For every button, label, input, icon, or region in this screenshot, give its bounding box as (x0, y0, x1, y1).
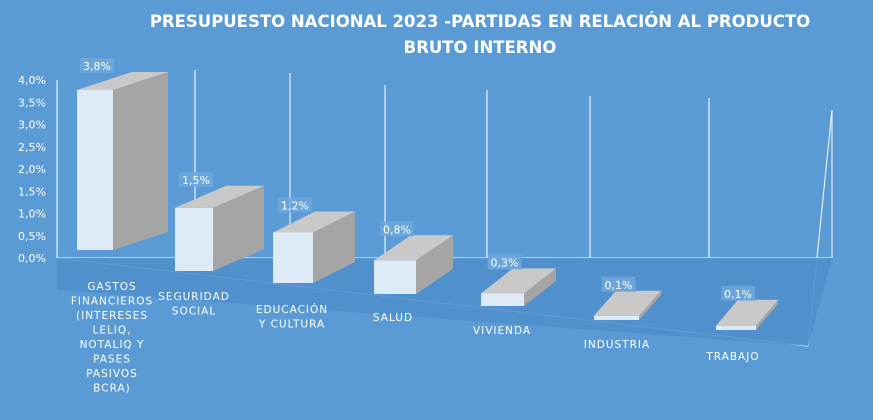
data-label: 0,1% (605, 279, 633, 292)
data-label-bg-6 (721, 285, 755, 301)
category-label: (INTERESES (76, 310, 148, 322)
category-label: GASTOS (87, 281, 136, 293)
category-label: Y CULTURA (258, 319, 325, 331)
data-label: 0,3% (491, 256, 519, 269)
data-label: 3,8% (83, 60, 111, 73)
data-label-bg-4 (487, 254, 522, 270)
y-tick-label: 1,0% (18, 208, 46, 221)
bar-top-1 (175, 185, 264, 208)
bar-side-1 (213, 185, 264, 271)
category-label: PASIVOS (86, 368, 138, 380)
y-tick-label: 2,5% (18, 141, 46, 154)
bar-side-6 (756, 299, 778, 330)
category-label: SOCIAL (172, 306, 216, 318)
bar-front-6 (716, 325, 756, 330)
category-label: BCRA) (93, 383, 131, 395)
category-label: INDUSTRIA (584, 339, 650, 351)
category-label: FINANCIEROS (71, 296, 153, 308)
bar-front-0 (77, 90, 113, 251)
y-tick-label: 3,0% (18, 119, 46, 132)
data-label-bg-3 (380, 221, 414, 237)
bar-top-2 (273, 211, 355, 233)
bar-side-0 (113, 72, 168, 250)
bar-front-2 (273, 232, 313, 283)
bar-side-4 (524, 268, 556, 306)
bar-front-3 (374, 260, 416, 294)
bar-front-5 (594, 315, 639, 320)
y-tick-label: 4,0% (18, 74, 46, 87)
data-label-bg-2 (278, 197, 312, 213)
data-labels: 3,8% 1,5% 1,2% 0,8% 0,3% 0,1% 0,1% (80, 58, 755, 301)
chart-title-line-1: PRESUPUESTO NACIONAL 2023 -PARTIDAS EN R… (150, 12, 810, 31)
bar-top-3 (374, 235, 453, 261)
y-tick-label: 0,5% (18, 230, 46, 243)
bar-top-4 (481, 268, 556, 294)
bar-front-4 (481, 293, 524, 306)
y-tick-label: 3,5% (18, 96, 46, 109)
category-labels: GASTOS FINANCIEROS (INTERESES LELIQ, NOTALIQ… (71, 281, 759, 395)
y-tick-label: 2,0% (18, 163, 46, 176)
data-label-bg-1 (179, 171, 213, 187)
data-label: 1,5% (182, 174, 210, 187)
category-label: LELIQ, (92, 325, 131, 337)
data-label: 0,1% (724, 288, 752, 301)
category-label: SEGURIDAD (158, 291, 230, 303)
data-label: 1,2% (281, 199, 309, 212)
chart-floor (57, 258, 832, 346)
bars (77, 72, 778, 330)
data-label-bg-0 (80, 58, 114, 74)
category-label: NOTALIQ Y (80, 339, 145, 351)
bar-top-5 (594, 290, 661, 316)
bar-side-2 (313, 211, 355, 283)
bar-front-1 (175, 207, 213, 271)
category-label: VIVIENDA (473, 325, 531, 337)
y-tick-label: 0,0% (18, 252, 46, 265)
floor-plane (57, 258, 832, 346)
y-axis-ticks: 0,0% 0,5% 1,0% 1,5% 2,0% 2,5% 3,0% 3,5% 4,0% (18, 74, 46, 265)
y-tick-label: 1,5% (18, 185, 46, 198)
bar-top-6 (716, 299, 778, 326)
bar-top-0 (77, 72, 168, 90)
category-label: EDUCACIÓN (256, 303, 328, 316)
bar-side-3 (416, 235, 453, 294)
data-label-bg-5 (601, 276, 636, 292)
data-label: 0,8% (383, 223, 411, 236)
chart-title-line-2: BRUTO INTERNO (404, 38, 557, 57)
category-label: PASES (93, 354, 131, 366)
category-label: SALUD (373, 312, 413, 324)
bar-side-5 (639, 290, 661, 320)
category-label: TRABAJO (705, 351, 759, 363)
